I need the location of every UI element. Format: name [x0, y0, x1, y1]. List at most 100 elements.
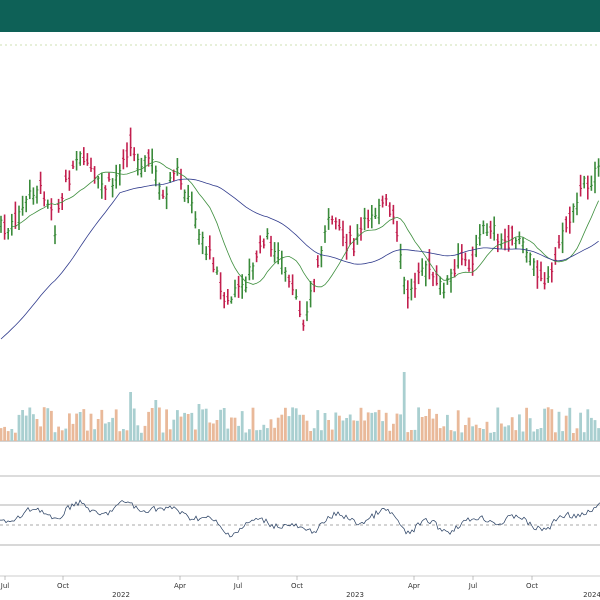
volume-bar [388, 430, 392, 441]
ohlc-bar [438, 276, 442, 295]
volume-bar [521, 431, 525, 441]
volume-bar [330, 429, 334, 441]
volume-bar [460, 432, 464, 441]
ohlc-bar [118, 164, 122, 186]
ohlc-bar [190, 191, 194, 214]
volume-bar [168, 429, 172, 441]
ohlc-bar [539, 261, 543, 282]
volume-bar [532, 431, 536, 441]
ohlc-bar [428, 249, 431, 280]
ohlc-bar [39, 171, 42, 194]
ohlc-bar [197, 229, 201, 245]
ohlc-bar [114, 164, 118, 189]
ohlc-bar [388, 202, 392, 217]
volume-bar [17, 414, 21, 441]
volume-bar [384, 412, 388, 441]
volume-bar [564, 415, 568, 441]
ohlc-bar [233, 279, 237, 298]
volume-bar [6, 431, 10, 441]
ohlc-bar [251, 262, 255, 280]
volume-bar [424, 416, 428, 441]
volume-bar [302, 414, 305, 441]
ohlc-bar [467, 259, 471, 272]
volume-bar [258, 429, 262, 441]
ohlc-bar [266, 228, 269, 240]
volume-bar [35, 419, 39, 441]
ohlc-bar [532, 258, 536, 276]
ohlc-bar [302, 319, 305, 331]
ohlc-bars [0, 127, 600, 331]
ohlc-bar [514, 237, 518, 249]
volume-bar [143, 425, 147, 441]
ohlc-bar [406, 280, 410, 309]
volume-bar [266, 428, 269, 441]
volume-bar [366, 412, 370, 441]
ohlc-bar [194, 211, 197, 229]
volume-bar [240, 411, 244, 441]
volume-bar [557, 411, 561, 441]
volume-bar [251, 407, 255, 441]
volume-bar [323, 413, 327, 441]
volume-bar [402, 372, 406, 441]
ohlc-bar [334, 217, 338, 230]
volume-bar [489, 432, 492, 441]
volume-bar [359, 407, 363, 441]
ohlc-bar [122, 149, 125, 170]
ohlc-bar [503, 228, 507, 251]
volume-bar [442, 426, 446, 441]
ohlc-bar [158, 182, 161, 200]
volume-bar [186, 414, 190, 441]
month-tick-label: Apr [174, 582, 186, 590]
volume-bar [158, 407, 161, 441]
volume-bar [46, 408, 50, 441]
volume-bar [100, 409, 104, 441]
ohlc-bar [212, 257, 215, 273]
ohlc-bar [363, 207, 366, 231]
volume-bar [147, 411, 150, 441]
volume-bars [0, 372, 600, 441]
volume-bar [201, 409, 204, 441]
volume-bar [21, 410, 24, 441]
volume-bar [456, 410, 460, 441]
ohlc-bar [525, 248, 528, 263]
ohlc-bar [298, 300, 302, 318]
volume-bar [395, 413, 399, 441]
ohlc-bar [359, 217, 363, 241]
volume-bar [305, 420, 309, 441]
ohlc-bar [201, 231, 204, 255]
volume-bar [341, 420, 345, 441]
ohlc-bar [464, 252, 467, 267]
volume-bar [154, 400, 158, 441]
ohlc-bar [492, 216, 496, 241]
volume-bar [492, 432, 496, 441]
volume-bar [496, 407, 500, 441]
volume-bar [410, 430, 413, 441]
ohlc-bar [107, 172, 111, 182]
volume-bar [539, 428, 543, 441]
ohlc-bar [366, 209, 370, 229]
ohlc-bar [442, 282, 446, 299]
volume-bar [316, 410, 320, 441]
year-tick-label: 2024 [583, 591, 600, 599]
ohlc-bar [168, 172, 172, 183]
ohlc-bar [413, 272, 417, 298]
ohlc-bar [435, 265, 438, 286]
ohlc-bar [186, 184, 190, 204]
header-bar [0, 0, 600, 32]
ohlc-bar [341, 220, 345, 247]
volume-bar [222, 408, 226, 441]
ohlc-bar [57, 198, 60, 213]
volume-bar [446, 414, 449, 441]
ohlc-bar [582, 175, 586, 189]
ohlc-bar [327, 208, 330, 230]
volume-bar [14, 432, 17, 441]
ohlc-bar [550, 262, 554, 283]
volume-bar [276, 417, 280, 441]
x-axis-ticks: Jul Oct Apr Jul Oct Apr Jul Oct 2022 2023 2024 [0, 576, 600, 599]
ohlc-bar [204, 246, 208, 261]
month-tick-label: Jul [233, 582, 243, 590]
volume-bar [64, 428, 68, 441]
volume-bar [219, 409, 222, 441]
ohlc-bar [273, 242, 276, 263]
volume-bar [406, 432, 410, 441]
